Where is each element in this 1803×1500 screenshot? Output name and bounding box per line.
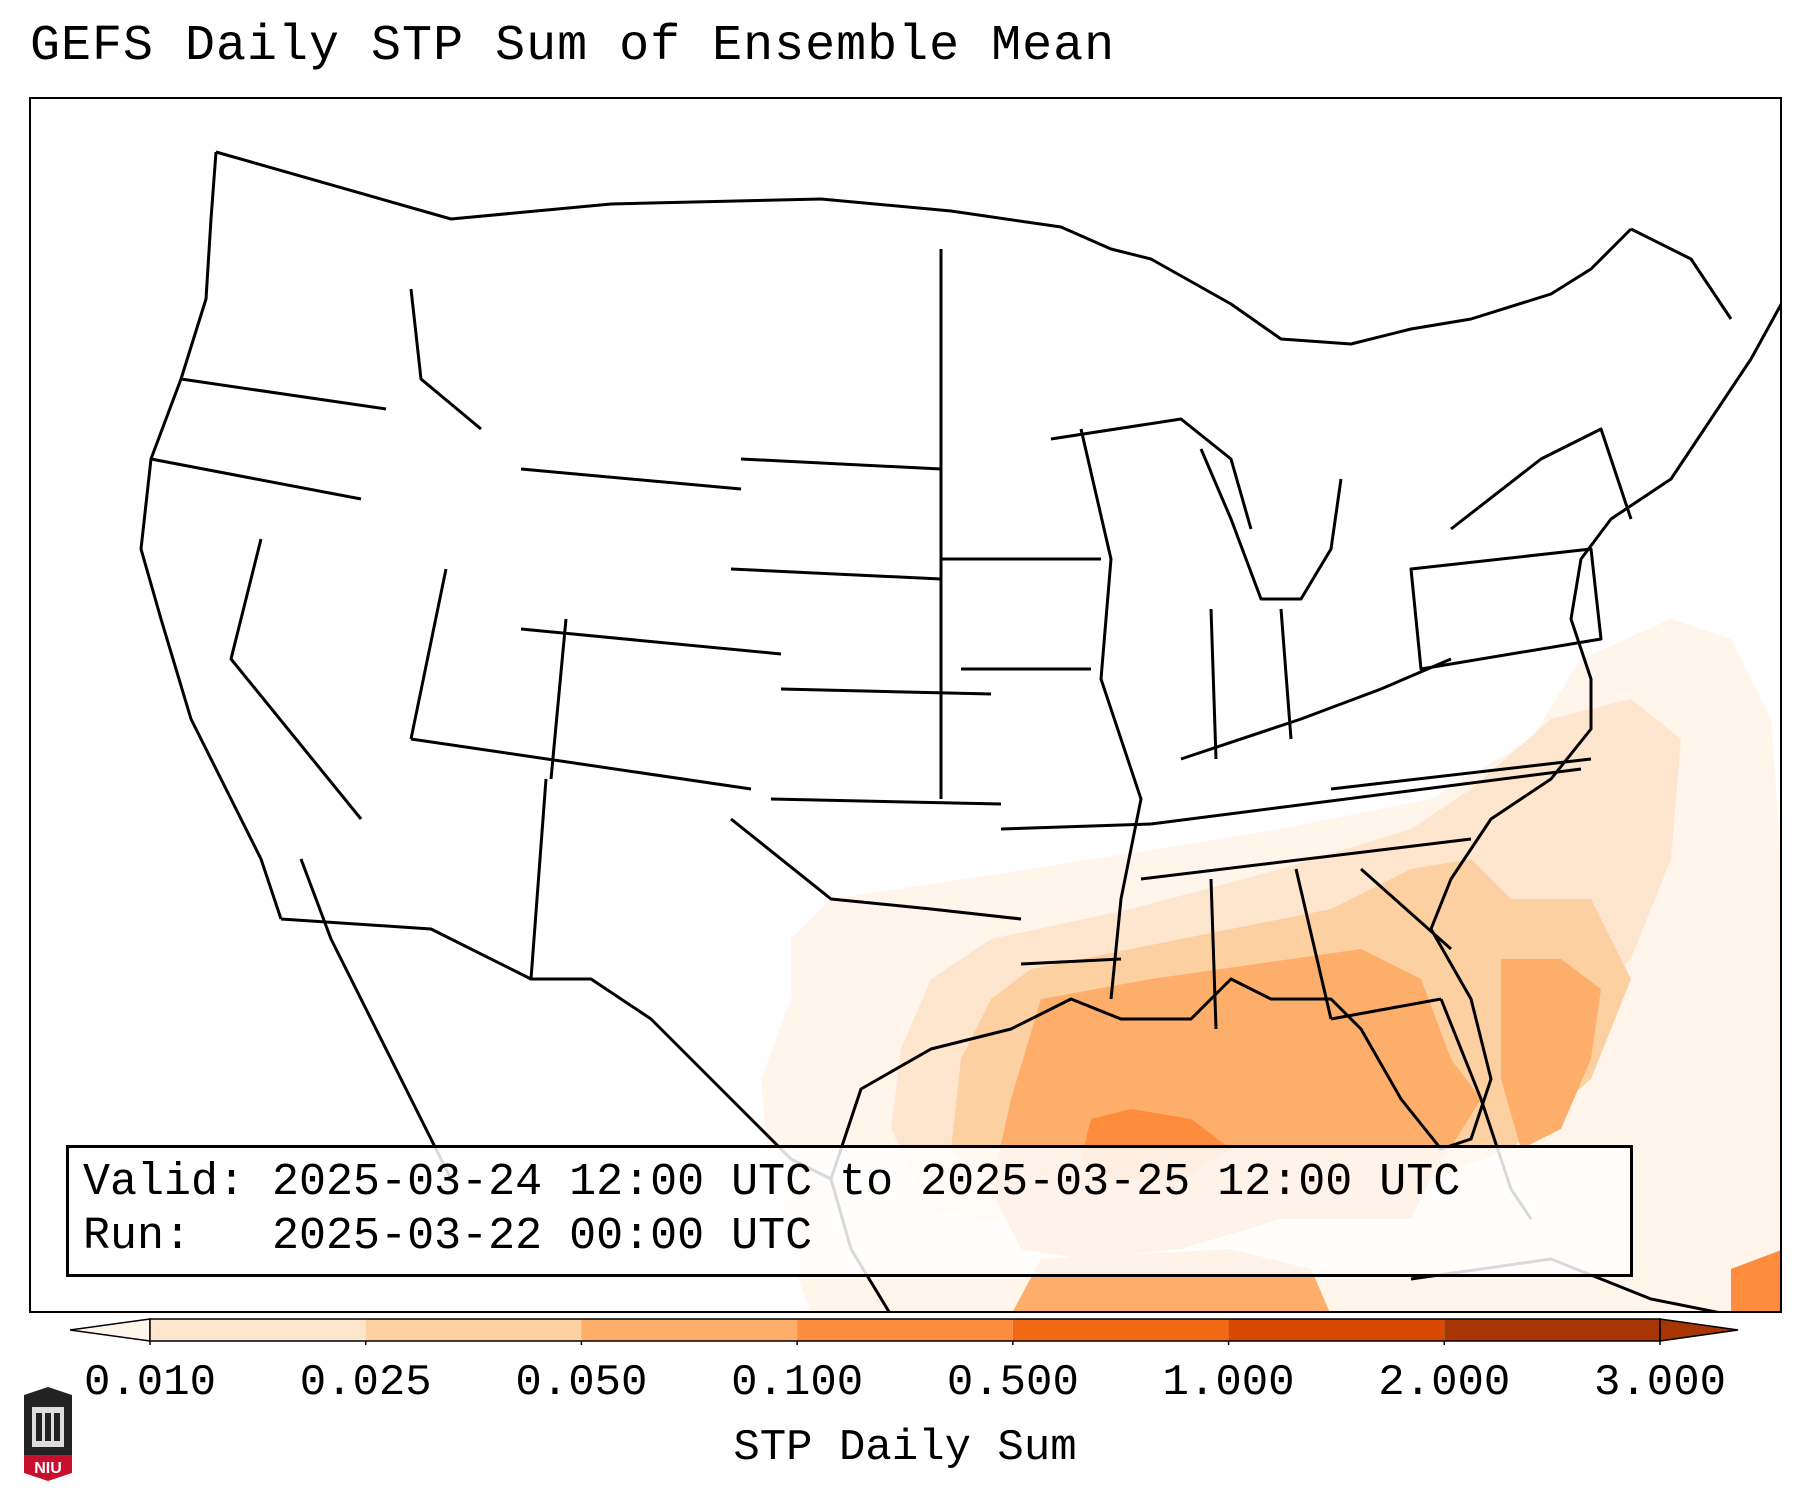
line-il-in	[1279, 608, 1293, 740]
colorbar-segment	[150, 1319, 366, 1341]
line-ny	[1450, 427, 1633, 531]
colorbar-extend-min	[70, 1318, 151, 1342]
validity-info-box: Valid: 2025-03-24 12:00 UTC to 2025-03-2…	[66, 1145, 1633, 1277]
gulf-coast	[829, 303, 1780, 1180]
logo-shield-bottom	[24, 1455, 72, 1481]
colorbar-segment	[797, 1319, 1013, 1341]
line-in-oh	[1209, 608, 1218, 760]
line-wy-co	[520, 627, 782, 656]
valid-label: Valid:	[83, 1157, 246, 1208]
colorbar-ticks	[149, 1341, 1661, 1345]
line-ar-la	[1020, 957, 1122, 966]
shade-dark-orange-south	[1731, 1250, 1780, 1311]
line-ga-sc	[1360, 867, 1452, 951]
colorbar-tick-label: 0.050	[515, 1358, 648, 1408]
run-line: Run: 2025-03-22 00:00 UTC	[83, 1210, 1616, 1264]
line-mi-lower	[1199, 448, 1343, 601]
line-mt-wy	[520, 467, 742, 491]
line-nd-sd	[740, 457, 942, 471]
colorbar-segment	[1444, 1319, 1660, 1341]
line-ca-nv	[229, 538, 363, 820]
shade-orange-atlantic	[1501, 959, 1601, 1149]
colorbar-segment	[1228, 1319, 1445, 1341]
colorbar-tick-label: 1.000	[1162, 1358, 1295, 1408]
line-tn-north	[1150, 767, 1582, 826]
valid-value: 2025-03-24 12:00 UTC to 2025-03-25 12:00…	[272, 1157, 1461, 1208]
line-nv-ut	[409, 568, 448, 740]
line-pa	[1409, 547, 1603, 671]
run-label: Run:	[83, 1211, 192, 1262]
line-tn-south	[1140, 837, 1472, 881]
map-panel	[29, 97, 1782, 1313]
line-ms-al	[1209, 878, 1218, 1030]
line-oh-valley	[1180, 657, 1452, 761]
line-az-nm	[529, 778, 548, 980]
colorbar	[70, 1318, 1739, 1345]
colorbar-extend-max	[1659, 1318, 1739, 1342]
line-mo-ar	[1000, 822, 1152, 831]
line-ut-co	[549, 618, 568, 780]
map-title: GEFS Daily STP Sum of Ensemble Mean	[30, 18, 1116, 75]
colorbar-tick-label: 0.010	[83, 1358, 217, 1408]
line-fl-border	[1330, 997, 1442, 1021]
line-id-mt	[409, 288, 482, 431]
line-va-nc	[1330, 757, 1592, 791]
logo-text: NIU	[34, 1460, 62, 1477]
niu-logo: NIU	[24, 1387, 72, 1481]
colorbar-tick-label: 0.500	[946, 1358, 1079, 1408]
line-sd-ne	[730, 567, 942, 581]
line-wa-or	[180, 377, 387, 411]
colorbar-outline	[149, 1318, 1661, 1342]
colorbar-segments	[70, 1318, 1739, 1342]
line-baja	[299, 858, 453, 1180]
west-coast	[139, 151, 283, 920]
us-mexico-border	[280, 917, 832, 1181]
colorbar-tick-label: 3.000	[1593, 1358, 1727, 1408]
colorbar-label: STP Daily Sum	[733, 1423, 1077, 1473]
colorbar-tick-label: 0.025	[299, 1358, 432, 1408]
line-ok-tx	[730, 817, 1022, 921]
line-ks-ok	[770, 797, 1002, 806]
us-canada-border	[215, 150, 1633, 346]
line-ne-ks	[780, 687, 992, 696]
map-svg	[139, 150, 1780, 1311]
line-co-nm	[410, 737, 752, 791]
line-wi-mi	[1050, 417, 1253, 530]
line-or-ca	[150, 457, 362, 501]
colorbar-segment	[1012, 1319, 1229, 1341]
colorbar-segment	[581, 1319, 798, 1341]
line-al-ga	[1294, 868, 1333, 1020]
valid-line: Valid: 2025-03-24 12:00 UTC to 2025-03-2…	[83, 1156, 1616, 1210]
line-maine	[1630, 227, 1733, 320]
state-boundaries	[139, 150, 1780, 1311]
colorbar-segment	[365, 1319, 582, 1341]
run-value: 2025-03-22 00:00 UTC	[272, 1211, 813, 1262]
colorbar-tick-label: 0.100	[731, 1358, 864, 1408]
colorbar-tick-label: 2.000	[1378, 1358, 1511, 1408]
line-mississippi	[1079, 428, 1143, 1000]
